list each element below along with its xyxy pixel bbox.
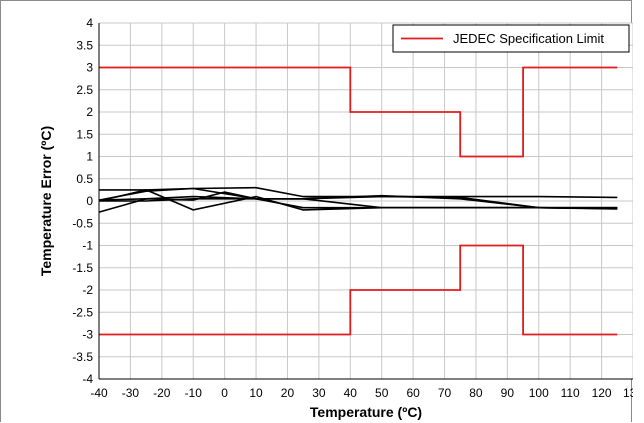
y-tick-label: -1 — [82, 239, 93, 253]
x-tick-label: 0 — [221, 386, 228, 400]
x-tick-label: -10 — [185, 386, 203, 400]
x-tick-label: 30 — [312, 386, 326, 400]
y-tick-label: -2.5 — [72, 305, 93, 319]
x-tick-label: 100 — [529, 386, 549, 400]
x-tick-label: 80 — [469, 386, 483, 400]
x-tick-label: 90 — [501, 386, 515, 400]
x-tick-label: -30 — [122, 386, 140, 400]
y-tick-label: 4 — [86, 16, 93, 30]
x-tick-label: 10 — [249, 386, 263, 400]
x-tick-label: -20 — [153, 386, 171, 400]
y-tick-label: 3 — [86, 61, 93, 75]
x-tick-label: 120 — [592, 386, 612, 400]
y-tick-label: -2 — [82, 283, 93, 297]
y-tick-label: -1.5 — [72, 261, 93, 275]
x-tick-label: 130 — [623, 386, 633, 400]
x-tick-label: 60 — [406, 386, 420, 400]
y-axis-title: Temperature Error (ºC) — [38, 126, 54, 276]
y-tick-label: -4 — [82, 372, 93, 386]
y-tick-label: 0 — [86, 194, 93, 208]
y-tick-label: 3.5 — [76, 38, 93, 52]
x-tick-label: -40 — [90, 386, 108, 400]
y-tick-label: -0.5 — [72, 216, 93, 230]
temperature-error-chart: -4 -3.5 -3 -2.5 -2 -1.5 -1 -0.5 0 0.5 1 1.5 2 2.5 3 3.5… — [38, 16, 633, 420]
jedec-limit-line — [99, 66, 618, 158]
x-tick-label: 110 — [561, 386, 580, 400]
x-axis-title: Temperature (ºC) — [310, 404, 422, 420]
y-tick-label: 1.5 — [76, 127, 93, 141]
x-tick-label: 40 — [344, 386, 358, 400]
x-tick-label: 50 — [375, 386, 389, 400]
y-tick-label: -3 — [82, 328, 93, 342]
y-tick-label: 2.5 — [76, 83, 93, 97]
x-tick-label: 70 — [438, 386, 452, 400]
legend-label: JEDEC Specification Limit — [453, 31, 604, 46]
measured-error-line — [98, 191, 618, 209]
y-tick-label: -3.5 — [72, 350, 93, 364]
y-tick-label: 1 — [86, 150, 93, 164]
y-tick-label: 2 — [86, 105, 93, 119]
y-tick-label: 0.5 — [76, 172, 93, 186]
x-tick-label: 20 — [281, 386, 295, 400]
measured-error-line — [99, 186, 618, 199]
jedec-limit-line — [99, 244, 618, 336]
